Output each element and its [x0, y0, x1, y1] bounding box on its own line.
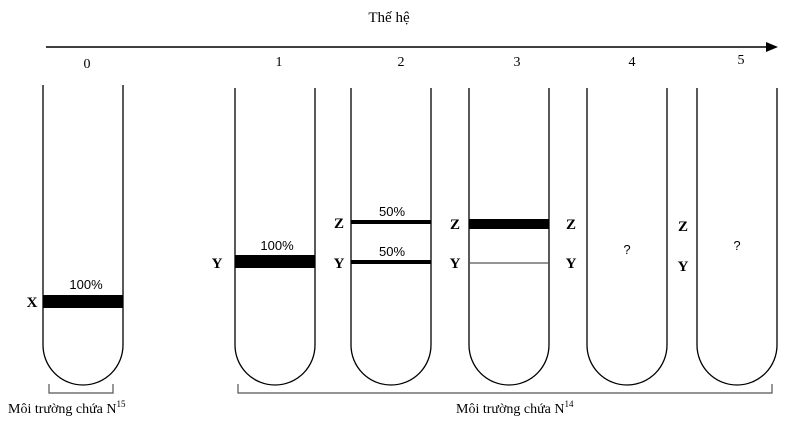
test-tube-1 [234, 88, 316, 386]
band-y-gen2 [351, 260, 431, 264]
label-z-gen4: Z [678, 219, 688, 235]
arrow-head-icon [766, 42, 778, 52]
band-z-gen2 [351, 220, 431, 224]
bracket-n14 [237, 384, 773, 394]
label-y-gen2: Y [334, 256, 345, 272]
bracket-n15 [48, 384, 114, 394]
generation-number-0: 0 [84, 57, 91, 72]
band-label-y-100: 100% [260, 238, 294, 253]
band-y-gen1 [235, 255, 315, 268]
generation-number-2: 2 [398, 55, 405, 70]
label-x: X [27, 295, 38, 311]
label-y-gen3-right: Y [566, 256, 577, 272]
test-tube-3 [468, 88, 550, 386]
environment-n14-label: Môi trường chứa N14 [456, 399, 574, 417]
generation-number-4: 4 [629, 55, 636, 70]
environment-n15-label: Môi trường chứa N15 [8, 399, 126, 417]
test-tube-5 [696, 88, 778, 386]
test-tube-2 [350, 88, 432, 386]
label-z-gen3-right: Z [566, 217, 576, 233]
label-y-gen4: Y [678, 259, 689, 275]
generation-number-1: 1 [276, 55, 283, 70]
band-x [43, 295, 123, 308]
question-gen4: ? [623, 242, 630, 257]
band-label-x-100: 100% [69, 277, 103, 292]
test-tube-0 [42, 85, 124, 386]
test-tube-4 [586, 88, 668, 386]
band-label-y-50: 50% [379, 244, 405, 259]
label-z-gen3-left: Z [450, 217, 460, 233]
label-y-gen1: Y [212, 256, 223, 272]
generation-number-5: 5 [738, 53, 745, 68]
generation-number-3: 3 [514, 55, 521, 70]
band-z-gen3 [469, 219, 549, 229]
label-z-gen2: Z [334, 216, 344, 232]
axis-title: Thế hệ [368, 10, 410, 26]
label-y-gen3-left: Y [450, 256, 461, 272]
band-label-z-50: 50% [379, 204, 405, 219]
question-gen5: ? [733, 238, 740, 253]
